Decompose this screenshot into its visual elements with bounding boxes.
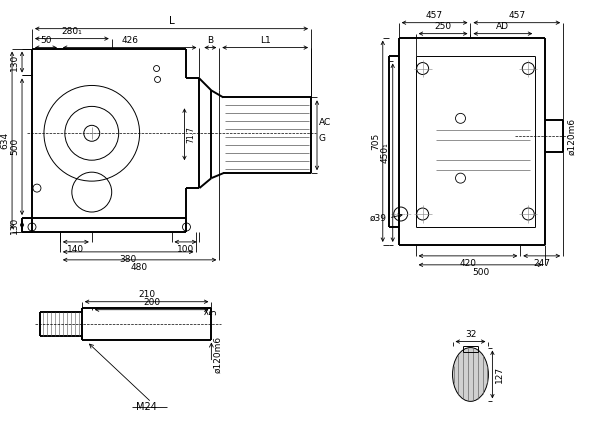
Text: 634: 634 xyxy=(0,132,9,149)
Text: 450₁: 450₁ xyxy=(381,142,390,163)
Text: 50: 50 xyxy=(40,35,52,45)
Ellipse shape xyxy=(452,348,488,401)
Text: 71.7: 71.7 xyxy=(187,126,195,143)
Text: 500: 500 xyxy=(10,138,19,155)
Text: 420: 420 xyxy=(460,259,477,268)
Text: B: B xyxy=(207,35,213,45)
Text: 140: 140 xyxy=(67,245,85,254)
Text: 280₁: 280₁ xyxy=(61,27,82,35)
Text: 426: 426 xyxy=(121,35,138,45)
Text: 127: 127 xyxy=(496,366,505,383)
Text: 247: 247 xyxy=(533,259,550,268)
Text: 705: 705 xyxy=(371,133,380,150)
Text: 210: 210 xyxy=(138,290,155,299)
Text: ø39: ø39 xyxy=(370,213,387,223)
Text: L: L xyxy=(168,16,174,26)
Text: 480: 480 xyxy=(131,263,148,272)
Text: AC: AC xyxy=(319,118,331,127)
Text: ø120m6: ø120m6 xyxy=(213,336,223,373)
Text: 457: 457 xyxy=(426,11,443,20)
Text: 100: 100 xyxy=(177,245,194,254)
Text: ø120m6: ø120m6 xyxy=(567,118,576,155)
Text: G: G xyxy=(319,134,326,143)
Text: AD: AD xyxy=(496,21,510,31)
Text: 200: 200 xyxy=(143,298,160,307)
Text: 380: 380 xyxy=(120,255,137,264)
Text: M24: M24 xyxy=(136,403,157,412)
Text: 130: 130 xyxy=(10,216,19,233)
Text: 457: 457 xyxy=(508,11,525,20)
Text: 130: 130 xyxy=(10,53,19,71)
Text: 500: 500 xyxy=(472,268,489,277)
Text: L1: L1 xyxy=(260,35,271,45)
Text: 250: 250 xyxy=(435,21,452,31)
Text: 32: 32 xyxy=(465,329,476,339)
Text: 5: 5 xyxy=(209,309,218,314)
